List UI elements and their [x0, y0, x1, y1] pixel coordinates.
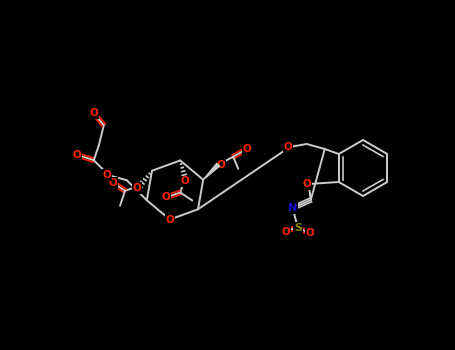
Text: O: O [133, 183, 142, 193]
Text: O: O [243, 144, 252, 154]
Text: O: O [90, 108, 98, 118]
Text: O: O [166, 215, 174, 225]
Text: O: O [109, 178, 117, 188]
Text: S: S [294, 223, 302, 233]
Text: O: O [303, 179, 311, 189]
Text: O: O [102, 170, 111, 180]
Text: O: O [283, 142, 292, 152]
Text: O: O [281, 227, 290, 237]
Text: O: O [72, 150, 81, 160]
Polygon shape [203, 163, 220, 180]
Text: O: O [162, 193, 171, 202]
Text: O: O [181, 176, 190, 187]
Text: O: O [217, 160, 226, 170]
Text: N: N [288, 203, 298, 213]
Text: O: O [305, 228, 314, 238]
